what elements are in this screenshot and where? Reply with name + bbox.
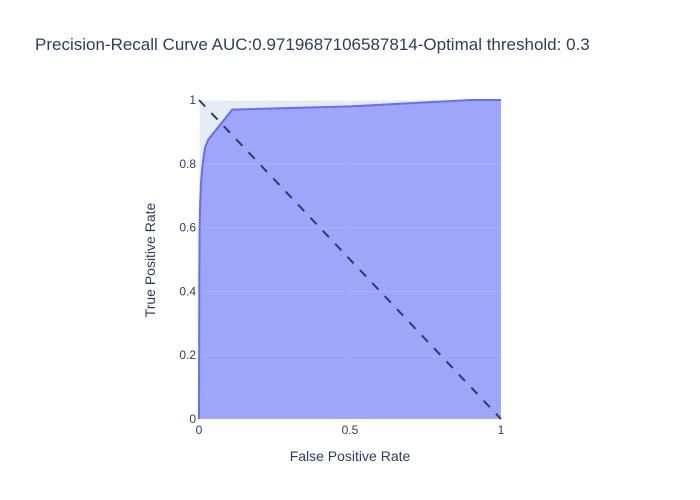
chart-title: Precision-Recall Curve AUC:0.97196871065… <box>35 35 590 54</box>
series-layer <box>198 99 502 420</box>
y-axis-title: True Positive Rate <box>142 202 158 317</box>
diagonal-reference-line <box>198 99 502 420</box>
y-tick-label: 1 <box>189 93 196 107</box>
y-tick-label: 0.4 <box>179 284 196 298</box>
x-axis-title: False Positive Rate <box>290 448 411 464</box>
y-tick-label: 0.6 <box>179 221 196 235</box>
x-tick-label: 1 <box>498 423 505 437</box>
y-tick-label: 0.8 <box>179 157 196 171</box>
tick-labels: 0 0.5 1 0 0.2 0.4 0.6 0.8 1 <box>179 93 504 437</box>
y-tick-label: 0 <box>189 412 196 426</box>
x-tick-label: 0.5 <box>342 423 359 437</box>
x-tick-label: 0 <box>196 423 203 437</box>
y-tick-label: 0.2 <box>179 348 196 362</box>
roc-curve-line <box>198 99 501 420</box>
